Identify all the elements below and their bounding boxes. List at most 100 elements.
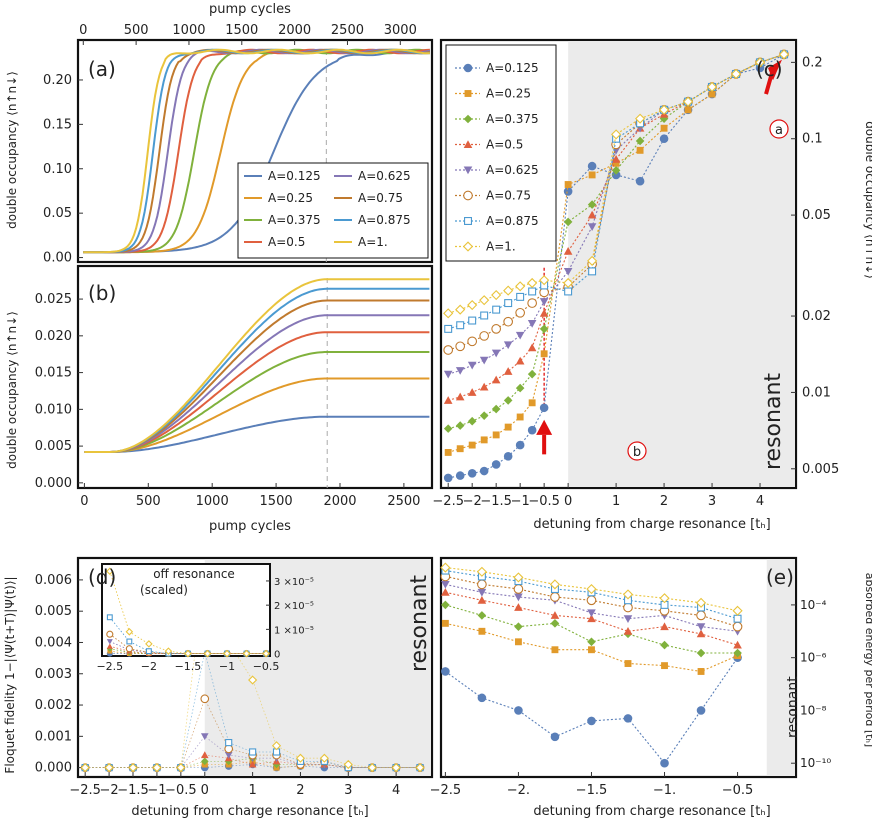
a-xtick-label: 2000	[278, 23, 311, 38]
d-point	[319, 753, 329, 763]
c-point	[611, 170, 621, 180]
e-point	[441, 667, 450, 676]
panel-label-e: (e)	[766, 565, 794, 589]
legend-c-entry: A=0.75	[486, 189, 531, 203]
c-xtick-label: 4	[756, 494, 764, 509]
panel-frames	[76, 38, 798, 779]
c-point	[467, 468, 477, 478]
a-xtick-label: 0	[79, 23, 87, 38]
e-point	[514, 706, 523, 715]
a-series-line	[83, 48, 430, 254]
top-xlabel: pump cycles	[209, 2, 291, 17]
a-xtick-label: 3000	[384, 23, 417, 38]
d-point	[224, 752, 233, 759]
c-point	[479, 466, 489, 476]
e-point	[513, 584, 524, 594]
a-ytick-label: 0.15	[43, 117, 72, 132]
a-ytick-label: 0.10	[43, 162, 72, 177]
c-point	[443, 473, 453, 483]
c-point	[636, 146, 644, 154]
d-inset: −2.5 −2 −1.5 −1 −0.50 1 ×10⁻⁵ 2 ×10⁻⁵ 3 ×10⁻⁵	[96, 563, 314, 673]
e-ytick-label: 10⁻⁴	[800, 598, 827, 612]
c-point	[527, 320, 537, 328]
c-point	[659, 114, 669, 123]
b-ytick-label: 0.000	[35, 476, 72, 491]
c-resonant-region	[568, 41, 795, 487]
d-xtick-label: 4	[392, 783, 400, 798]
c-point	[658, 104, 670, 115]
d-ytick-label: 0.000	[35, 761, 72, 776]
e-point	[623, 714, 633, 723]
d-inset-point	[125, 628, 134, 636]
d-inset-ytick-label: 0	[274, 650, 280, 661]
panel-b: 0 500 1000 1500 2000 2500 0.000 0.005 0.010 0.015…	[35, 278, 430, 509]
e-point	[733, 614, 742, 623]
d-point	[248, 675, 258, 685]
c-point	[455, 367, 465, 375]
legend-a-entry: A=0.75	[358, 191, 403, 205]
c-point	[528, 287, 537, 296]
legend-c-entry: A=0.5	[486, 138, 523, 152]
d-inset-point	[164, 647, 173, 655]
b-xtick-label: 0	[80, 494, 88, 509]
c-point	[455, 392, 465, 401]
e-point	[441, 600, 450, 610]
c-point	[443, 370, 453, 379]
e-point	[477, 693, 487, 703]
c-point	[492, 431, 500, 439]
marker-a-label: a	[775, 123, 783, 138]
e-point	[477, 595, 487, 604]
d-ytick-label: 0.001	[35, 729, 72, 744]
b-series-line	[84, 287, 430, 453]
c-point	[635, 113, 646, 124]
b-xtick-label: 2500	[387, 494, 420, 509]
c-point	[491, 349, 501, 358]
c-point	[504, 299, 513, 308]
legend-c-marker	[463, 166, 473, 175]
d-xtick-label: 0	[201, 783, 209, 798]
ylabel-d: Floquet fidelity 1−|⟨Ψ(t+T)|Ψ(t)⟩|	[3, 576, 17, 773]
e-point	[587, 716, 596, 726]
b-ytick-label: 0.010	[35, 402, 72, 417]
c-point	[491, 460, 501, 469]
bottom-xlabel: pump cycles	[209, 519, 291, 534]
b-ytick-label: 0.025	[35, 292, 72, 307]
c-xtick-label: −0.5	[528, 494, 560, 509]
d-inset-point	[184, 649, 192, 658]
d-inset-point	[145, 640, 153, 648]
c-point	[504, 423, 512, 431]
d-point	[104, 763, 114, 773]
c-point	[467, 388, 477, 396]
c-point	[612, 159, 620, 167]
inset-title-1: off resonance	[153, 567, 235, 581]
c-point	[503, 316, 514, 327]
c-xtick-label: 3	[708, 494, 716, 509]
d-inset-point	[125, 645, 133, 653]
d-inset-point	[126, 638, 133, 645]
c-point	[516, 413, 524, 421]
e-point	[441, 588, 450, 596]
d-point	[200, 694, 210, 704]
legend-c-marker	[463, 63, 473, 73]
c-point	[492, 305, 501, 314]
d-ytick-label: 0.005	[35, 604, 72, 619]
c-point	[443, 396, 453, 404]
d-point	[248, 760, 257, 768]
e-point	[696, 706, 706, 715]
b-xtick-label: 1000	[196, 494, 229, 509]
d-point	[128, 763, 138, 773]
d-point	[152, 763, 162, 773]
legend-c-entry: A=0.625	[486, 163, 539, 177]
c-ytick-label: 0.2	[802, 55, 823, 70]
c-point	[563, 246, 573, 255]
c-point	[682, 96, 694, 107]
ylabel-c: double occupancy ⟨n↑n↓⟩	[863, 121, 872, 279]
c-xtick-label: −1	[511, 494, 530, 509]
c-arrow-a-shaft	[764, 72, 774, 95]
e-point	[587, 637, 596, 647]
e-point	[659, 593, 670, 604]
c-point	[587, 223, 597, 232]
ylabel-a: double occupancy ⟨n↑n↓⟩	[5, 71, 19, 229]
e-point	[696, 648, 706, 658]
c-point	[515, 307, 526, 318]
